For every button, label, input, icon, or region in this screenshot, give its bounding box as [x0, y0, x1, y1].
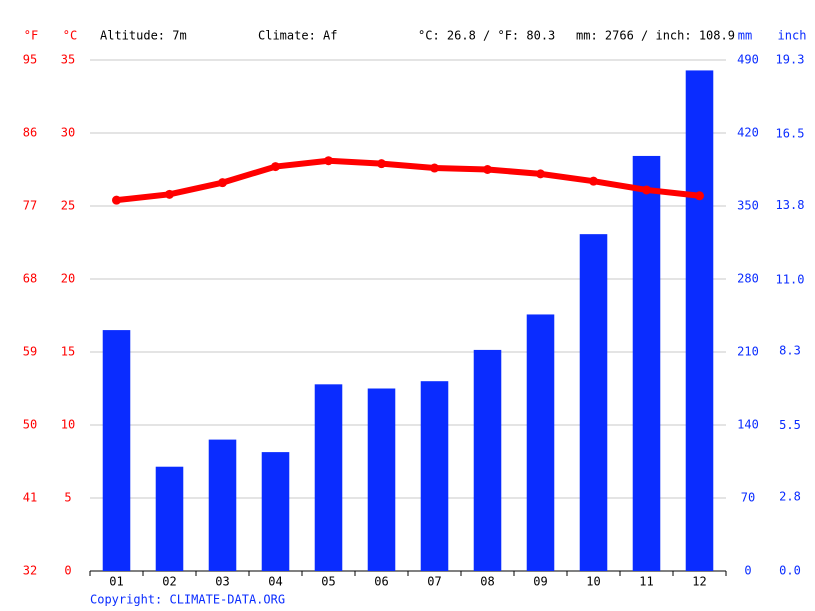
x-tick-label: 02 — [162, 575, 176, 589]
axis-unit: °F — [24, 29, 38, 43]
y3-tick-label: 0.0 — [779, 564, 801, 578]
y3-tick-label: 16.5 — [776, 127, 805, 141]
axis-unit: °C — [63, 29, 77, 43]
x-tick-label: 08 — [480, 575, 494, 589]
climate: Climate: Af — [258, 29, 337, 43]
temperature-point — [695, 191, 704, 201]
x-tick-label: 03 — [215, 575, 229, 589]
precip-total: mm: 2766 / inch: 108.9 — [576, 29, 735, 43]
y-tick-label: 20 — [61, 272, 75, 286]
y3-tick-label: 5.5 — [779, 418, 801, 432]
y-tick-label: 15 — [61, 345, 75, 359]
precipitation-bar — [473, 349, 502, 571]
y3-tick-label: 2.8 — [779, 489, 801, 503]
temperature-point — [642, 185, 651, 195]
temperature-point — [112, 195, 121, 205]
x-tick-label: 10 — [586, 575, 600, 589]
precipitation-bar — [261, 452, 290, 571]
temperature-point — [483, 165, 492, 174]
x-tick-label: 12 — [692, 575, 706, 589]
altitude: Altitude: 7m — [100, 29, 187, 43]
y-tick-label: 77 — [23, 199, 37, 213]
precipitation-bar — [367, 388, 396, 571]
y2-tick-label: 210 — [737, 345, 759, 359]
y-tick-label: 0 — [64, 564, 71, 578]
y-tick-label: 95 — [23, 53, 37, 67]
x-tick-label: 05 — [321, 575, 335, 589]
temperature-point — [218, 178, 227, 188]
y2-tick-label: 490 — [737, 53, 759, 67]
y-tick-label: 32 — [23, 564, 37, 578]
x-tick-label: 06 — [374, 575, 388, 589]
y2-tick-label: 280 — [737, 272, 759, 286]
temperature-point — [324, 156, 333, 166]
x-tick-label: 04 — [268, 575, 282, 589]
x-tick-label: 07 — [427, 575, 441, 589]
y-tick-label: 10 — [61, 418, 75, 432]
temperature-point — [377, 159, 386, 169]
precipitation-bar — [632, 155, 661, 571]
y-tick-label: 5 — [64, 491, 71, 505]
temperature-point — [165, 189, 174, 199]
temp-average: °C: 26.8 / °F: 80.3 — [418, 29, 555, 43]
y-tick-label: 30 — [61, 126, 75, 140]
temperature-point — [589, 176, 598, 186]
y2-tick-label: 0 — [744, 564, 751, 578]
y2-tick-label: 70 — [741, 491, 755, 505]
y-tick-label: 68 — [23, 272, 37, 286]
y-tick-label: 50 — [23, 418, 37, 432]
temperature-point — [271, 162, 280, 172]
y3-tick-label: 13.8 — [776, 198, 805, 212]
precipitation-bar — [155, 466, 184, 571]
y2-tick-label: 420 — [737, 126, 759, 140]
precipitation-bar — [579, 234, 608, 571]
x-tick-label: 01 — [109, 575, 123, 589]
precipitation-bar — [314, 384, 343, 571]
precipitation-bar — [685, 70, 714, 571]
y3-tick-label: 8.3 — [779, 344, 801, 358]
y3-tick-label: 19.3 — [776, 53, 805, 67]
y-tick-label: 25 — [61, 199, 75, 213]
y3-tick-label: 11.0 — [776, 272, 805, 286]
x-tick-label: 11 — [639, 575, 653, 589]
precipitation-bar — [208, 439, 237, 571]
temperature-point — [430, 163, 439, 173]
y-tick-label: 35 — [61, 53, 75, 67]
axis-unit: inch — [778, 29, 807, 43]
precipitation-bar — [526, 314, 555, 571]
copyright: Copyright: CLIMATE-DATA.ORG — [90, 593, 285, 607]
y2-tick-label: 140 — [737, 418, 759, 432]
y-tick-label: 59 — [23, 345, 37, 359]
precipitation-bar — [420, 381, 449, 571]
axis-unit: mm — [738, 29, 752, 43]
y-tick-label: 41 — [23, 491, 37, 505]
y2-tick-label: 350 — [737, 199, 759, 213]
precipitation-bar — [102, 330, 131, 571]
temperature-point — [536, 169, 545, 179]
temperature-line — [116, 157, 700, 204]
y-tick-label: 86 — [23, 126, 37, 140]
x-tick-label: 09 — [533, 575, 547, 589]
